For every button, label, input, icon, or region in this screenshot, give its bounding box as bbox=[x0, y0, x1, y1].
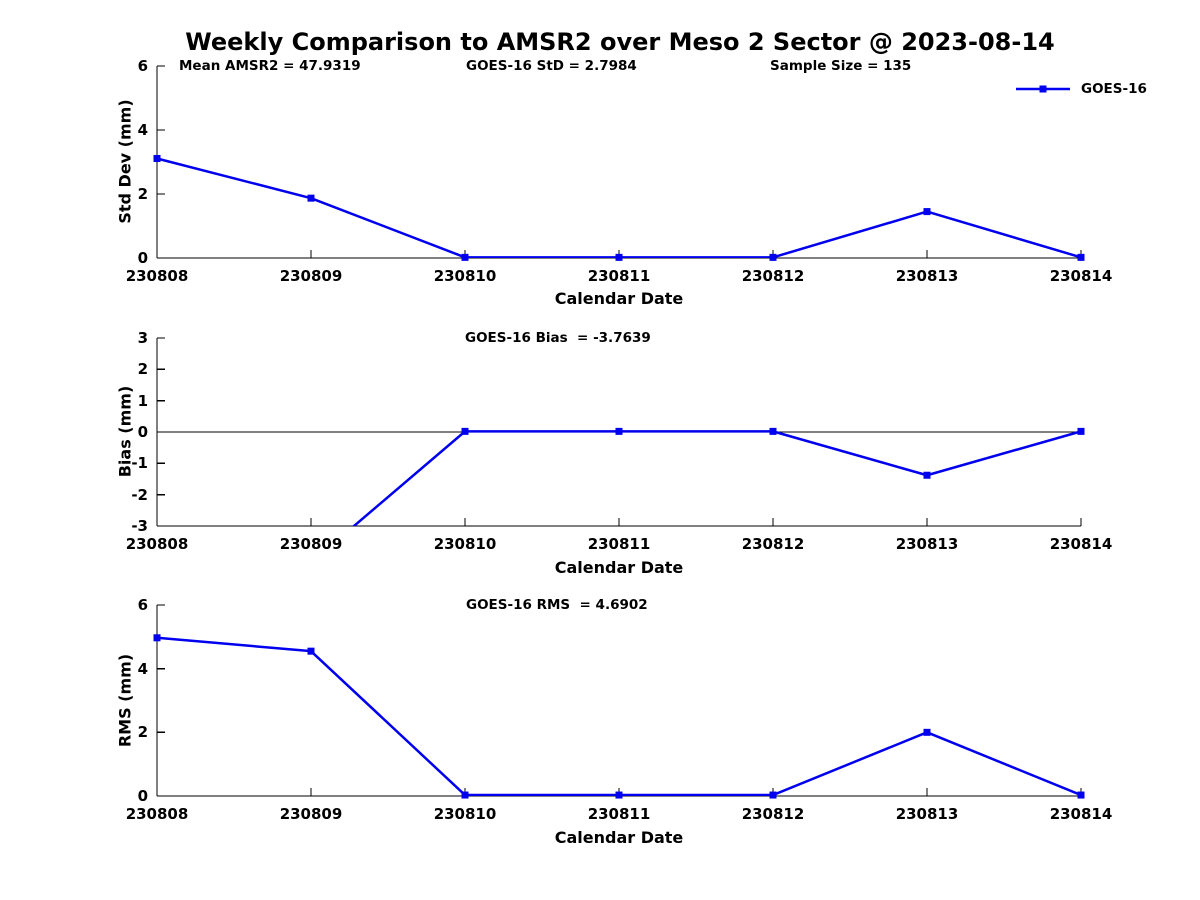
data-point-marker bbox=[615, 253, 623, 261]
xlabel-bias-chart: Calendar Date bbox=[554, 558, 684, 577]
data-point-marker bbox=[615, 427, 623, 435]
x-tick-label: 230813 bbox=[895, 805, 959, 823]
y-tick-label: 6 bbox=[137, 596, 148, 614]
data-point-marker bbox=[769, 427, 777, 435]
y-tick-label: 2 bbox=[137, 185, 148, 203]
data-point-marker bbox=[307, 194, 315, 202]
stat-mean-amsr2: Mean AMSR2 = 47.9319 bbox=[179, 58, 361, 74]
y-tick-label: 2 bbox=[137, 360, 148, 379]
x-tick-label: 230810 bbox=[433, 267, 497, 285]
ylabel-std-dev: Std Dev (mm) bbox=[115, 99, 135, 224]
data-point-marker bbox=[307, 647, 315, 655]
data-point-marker bbox=[769, 791, 777, 799]
data-point-marker bbox=[153, 154, 161, 162]
data-point-marker bbox=[615, 791, 623, 799]
legend-line-sample bbox=[1016, 85, 1070, 93]
legend: GOES-16 bbox=[1014, 81, 1147, 97]
y-tick-label: 1 bbox=[137, 391, 148, 410]
data-point-marker bbox=[461, 427, 469, 435]
x-tick-label: 230808 bbox=[125, 805, 189, 823]
y-tick-label: 0 bbox=[137, 249, 148, 267]
data-point-marker bbox=[153, 634, 161, 642]
x-tick-label: 230808 bbox=[125, 267, 189, 285]
xlabel-rms-chart: Calendar Date bbox=[554, 828, 684, 847]
rms-chart bbox=[153, 604, 1085, 799]
bias-chart bbox=[156, 337, 1085, 527]
y-tick-label: 0 bbox=[137, 787, 148, 805]
legend-square-marker-icon bbox=[1039, 85, 1047, 93]
y-tick-label: 4 bbox=[137, 121, 148, 139]
xlabel-std-dev-chart: Calendar Date bbox=[554, 289, 684, 308]
x-tick-label: 230814 bbox=[1049, 805, 1113, 823]
x-tick-label: 230812 bbox=[741, 267, 805, 285]
data-point-marker bbox=[769, 253, 777, 261]
data-point-marker bbox=[461, 791, 469, 799]
x-tick-label: 230811 bbox=[587, 267, 651, 285]
y-tick-label: 4 bbox=[137, 659, 148, 678]
x-tick-label: 230813 bbox=[895, 535, 959, 553]
x-tick-label: 230813 bbox=[895, 267, 959, 285]
goes-16-line bbox=[156, 157, 1082, 258]
legend-label: GOES-16 bbox=[1081, 81, 1147, 97]
y-tick-label: 6 bbox=[137, 57, 148, 75]
data-point-marker bbox=[923, 208, 931, 216]
x-tick-label: 230810 bbox=[433, 535, 497, 553]
x-tick-label: 230811 bbox=[587, 805, 651, 823]
x-tick-label: 230814 bbox=[1049, 535, 1113, 553]
x-tick-label: 230812 bbox=[741, 805, 805, 823]
stat-goes16-bias: GOES-16 Bias = -3.7639 bbox=[465, 330, 651, 346]
y-tick-label: 2 bbox=[137, 723, 148, 742]
x-tick-label: 230812 bbox=[741, 535, 805, 553]
x-tick-label: 230809 bbox=[279, 267, 343, 285]
x-tick-label: 230809 bbox=[279, 535, 343, 553]
data-point-marker bbox=[461, 253, 469, 261]
data-point-marker bbox=[1077, 427, 1085, 435]
figure-title: Weekly Comparison to AMSR2 over Meso 2 S… bbox=[185, 28, 1055, 56]
stat-goes16-rms: GOES-16 RMS = 4.6902 bbox=[466, 597, 648, 613]
y-tick-label: 3 bbox=[137, 329, 148, 347]
data-point-marker bbox=[1077, 253, 1085, 261]
std-dev-chart bbox=[153, 65, 1085, 261]
y-tick-label: 0 bbox=[137, 423, 148, 441]
x-tick-label: 230814 bbox=[1049, 267, 1113, 285]
goes-16-line bbox=[156, 636, 1082, 796]
x-tick-label: 230808 bbox=[125, 535, 189, 553]
data-point-marker bbox=[1077, 791, 1085, 799]
data-point-marker bbox=[923, 471, 931, 479]
x-tick-label: 230811 bbox=[587, 535, 651, 553]
data-point-marker bbox=[923, 728, 931, 736]
stat-goes16-std: GOES-16 StD = 2.7984 bbox=[466, 58, 637, 74]
ylabel-rms: RMS (mm) bbox=[115, 653, 135, 748]
y-tick-label: -1 bbox=[131, 454, 148, 473]
stat-sample-size: Sample Size = 135 bbox=[770, 58, 912, 74]
x-tick-label: 230809 bbox=[279, 805, 343, 823]
y-tick-label: -2 bbox=[131, 485, 148, 504]
x-tick-label: 230810 bbox=[433, 805, 497, 823]
y-tick-label: -3 bbox=[131, 517, 148, 535]
